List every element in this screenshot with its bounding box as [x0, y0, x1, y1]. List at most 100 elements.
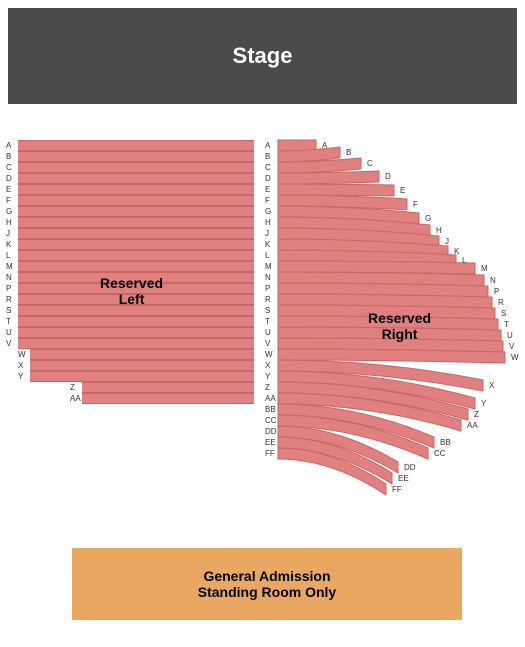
left-row-A[interactable]: [18, 140, 254, 151]
right-row-D[interactable]: [278, 171, 379, 184]
right-row-label-outer-S: S: [501, 308, 506, 319]
right-row-label-outer-L: L: [462, 255, 466, 266]
left-row-label-L: L: [6, 250, 10, 261]
right-row-label-outer-AA: AA: [467, 420, 478, 431]
left-row-R[interactable]: [18, 294, 254, 305]
left-row-S[interactable]: [18, 305, 254, 316]
right-row-label-inner-T: T: [265, 316, 270, 327]
left-row-F[interactable]: [18, 195, 254, 206]
left-row-label-H: H: [6, 217, 12, 228]
left-row-label-T: T: [6, 316, 11, 327]
right-row-label-inner-R: R: [265, 294, 271, 305]
left-row-T[interactable]: [18, 316, 254, 327]
left-row-label-Z: Z: [70, 382, 75, 393]
right-row-label-outer-A: A: [322, 140, 327, 151]
right-row-label-outer-EE: EE: [398, 473, 409, 484]
right-row-label-outer-G: G: [425, 213, 431, 224]
left-row-D[interactable]: [18, 173, 254, 184]
right-row-label-outer-Y: Y: [481, 398, 486, 409]
left-row-Z[interactable]: [82, 382, 254, 393]
left-row-N[interactable]: [18, 272, 254, 283]
left-row-J[interactable]: [18, 228, 254, 239]
right-row-label-outer-T: T: [504, 319, 509, 330]
left-row-E[interactable]: [18, 184, 254, 195]
right-row-label-outer-W: W: [511, 352, 519, 363]
right-row-label-outer-BB: BB: [440, 437, 451, 448]
left-row-label-M: M: [6, 261, 13, 272]
left-row-label-Y: Y: [18, 371, 23, 382]
left-row-C[interactable]: [18, 162, 254, 173]
right-row-label-inner-D: D: [265, 173, 271, 184]
left-row-X[interactable]: [30, 360, 254, 371]
left-row-label-A: A: [6, 140, 11, 151]
right-row-label-outer-X: X: [489, 380, 494, 391]
right-row-label-inner-F: F: [265, 195, 270, 206]
stage-label: Stage: [233, 43, 293, 69]
left-row-label-V: V: [6, 338, 11, 349]
left-row-P[interactable]: [18, 283, 254, 294]
right-row-label-outer-J: J: [445, 236, 449, 247]
right-row-label-outer-FF: FF: [392, 484, 402, 495]
left-row-AA[interactable]: [82, 393, 254, 404]
right-row-label-outer-V: V: [509, 341, 514, 352]
left-row-W[interactable]: [30, 349, 254, 360]
left-row-Y[interactable]: [30, 371, 254, 382]
right-row-label-outer-R: R: [498, 297, 504, 308]
left-row-K[interactable]: [18, 239, 254, 250]
left-row-G[interactable]: [18, 206, 254, 217]
right-row-label-inner-DD: DD: [265, 426, 277, 437]
left-row-H[interactable]: [18, 217, 254, 228]
right-row-label-inner-G: G: [265, 206, 271, 217]
right-row-label-inner-L: L: [265, 250, 269, 261]
right-row-label-inner-CC: CC: [265, 415, 277, 426]
right-row-label-inner-E: E: [265, 184, 270, 195]
left-row-label-C: C: [6, 162, 12, 173]
right-row-E[interactable]: [278, 184, 394, 196]
right-row-label-inner-M: M: [265, 261, 272, 272]
right-row-label-outer-N: N: [490, 275, 496, 286]
left-row-label-D: D: [6, 173, 12, 184]
right-row-label-inner-S: S: [265, 305, 270, 316]
right-row-label-outer-DD: DD: [404, 462, 416, 473]
left-row-V[interactable]: [18, 338, 254, 349]
general-admission-section[interactable]: General Admission Standing Room Only: [72, 548, 462, 620]
right-row-label-inner-AA: AA: [265, 393, 276, 404]
left-row-M[interactable]: [18, 261, 254, 272]
left-row-label-W: W: [18, 349, 26, 360]
right-row-label-inner-U: U: [265, 327, 271, 338]
right-row-label-inner-A: A: [265, 140, 270, 151]
right-row-label-outer-B: B: [346, 147, 351, 158]
stage[interactable]: Stage: [8, 8, 517, 104]
right-row-label-outer-M: M: [481, 263, 488, 274]
right-row-label-inner-H: H: [265, 217, 271, 228]
right-row-label-outer-Z: Z: [474, 409, 479, 420]
right-row-label-outer-CC: CC: [434, 448, 446, 459]
right-row-label-inner-K: K: [265, 239, 270, 250]
left-row-label-X: X: [18, 360, 23, 371]
left-row-B[interactable]: [18, 151, 254, 162]
right-row-label-inner-EE: EE: [265, 437, 276, 448]
right-row-label-inner-BB: BB: [265, 404, 276, 415]
left-row-label-P: P: [6, 283, 11, 294]
right-row-label-inner-X: X: [265, 360, 270, 371]
left-row-label-G: G: [6, 206, 12, 217]
right-row-label-outer-P: P: [494, 286, 499, 297]
right-row-label-inner-FF: FF: [265, 448, 275, 459]
left-row-U[interactable]: [18, 327, 254, 338]
left-row-label-B: B: [6, 151, 11, 162]
left-row-L[interactable]: [18, 250, 254, 261]
right-row-label-outer-K: K: [454, 246, 459, 257]
right-row-label-inner-Y: Y: [265, 371, 270, 382]
left-row-label-U: U: [6, 327, 12, 338]
right-row-label-outer-F: F: [413, 199, 418, 210]
left-row-label-S: S: [6, 305, 11, 316]
left-row-label-J: J: [6, 228, 10, 239]
right-row-label-inner-J: J: [265, 228, 269, 239]
ga-line2: Standing Room Only: [198, 584, 336, 600]
right-row-label-inner-B: B: [265, 151, 270, 162]
right-row-A[interactable]: [278, 140, 316, 151]
left-row-label-AA: AA: [70, 393, 81, 404]
right-row-label-inner-N: N: [265, 272, 271, 283]
right-row-label-inner-P: P: [265, 283, 270, 294]
right-row-label-outer-U: U: [507, 330, 513, 341]
